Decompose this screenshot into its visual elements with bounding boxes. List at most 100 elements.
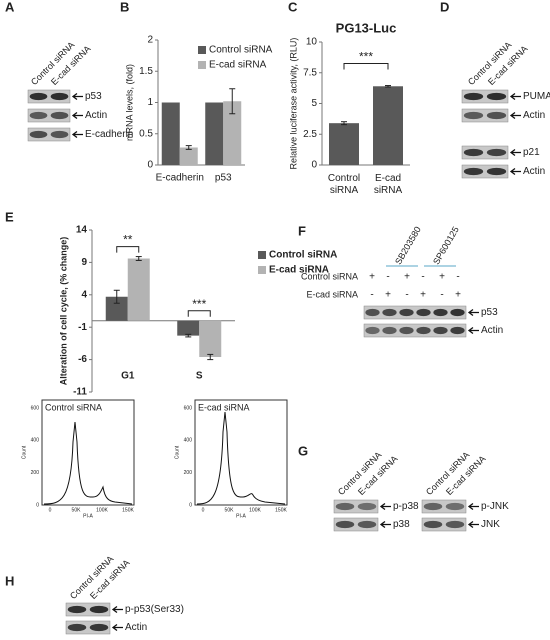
flow-y-tick: 200 (184, 470, 193, 476)
flow-frame (194, 399, 288, 506)
flow-frame (41, 399, 135, 506)
y-tick-label: 1 (147, 97, 153, 108)
y-tick-label: 9 (81, 257, 87, 268)
flow-y-tick: 400 (184, 438, 193, 444)
legend-label: Control siRNA (269, 250, 337, 261)
flow-y-label: Count (21, 445, 27, 459)
band-signal (486, 148, 507, 157)
band-signal (486, 92, 507, 101)
arrow (509, 92, 521, 101)
band-signal (433, 308, 448, 317)
band-signal (445, 520, 465, 529)
flow-x-label: PI-A (236, 513, 246, 519)
y-tick-label: -1 (78, 322, 87, 333)
band-signal (50, 111, 69, 120)
arrow (467, 326, 479, 335)
band-label: p-p38 (393, 501, 419, 512)
panel-label: B (120, 0, 129, 14)
flow-curve (196, 411, 286, 505)
error-bar (135, 256, 142, 261)
arrow (467, 502, 479, 511)
arrow (111, 605, 123, 614)
band-signal (365, 308, 380, 317)
y-tick-label: -6 (78, 354, 87, 365)
band-signal (382, 308, 397, 317)
band-signal (416, 308, 431, 317)
significance-bracket (187, 310, 211, 317)
flow-title: Control siRNA (45, 402, 102, 412)
sign: + (385, 290, 391, 301)
panel-label: E (5, 209, 14, 224)
band-signal (445, 502, 465, 511)
y-tick-label: 0 (147, 160, 153, 171)
sign: - (456, 272, 459, 283)
treatment-label: SP600125 (431, 225, 461, 266)
significance-label: *** (359, 50, 373, 64)
error-bar (185, 333, 192, 338)
flow-y-tick: 600 (31, 405, 40, 411)
y-tick-label: 0.5 (139, 128, 153, 139)
flow-y-tick: 200 (31, 470, 40, 476)
bar (127, 258, 150, 321)
legend-swatch (198, 46, 206, 54)
band-signal (423, 520, 443, 529)
flow-x-tick: 100K (96, 507, 108, 513)
band-signal (29, 92, 48, 101)
band-signal (486, 111, 507, 120)
bar (223, 101, 242, 165)
y-tick-label: 4 (81, 289, 87, 300)
legend-label: Control siRNA (209, 45, 273, 56)
band-signal (67, 605, 87, 614)
arrow (467, 308, 479, 317)
y-tick-label: 7.5 (303, 67, 317, 78)
panel-label: D (440, 0, 449, 14)
flow-x-tick: 150K (275, 507, 287, 513)
band-signal (399, 326, 414, 335)
significance-label: ** (123, 233, 133, 247)
x-tick-label: E-cadherin (156, 173, 204, 184)
panel-label: H (5, 573, 14, 588)
sign: + (369, 272, 375, 283)
y-tick-label: 1.5 (139, 66, 153, 77)
arrow (467, 520, 479, 529)
y-tick-label: 2.5 (303, 129, 317, 140)
flow-x-label: PI-A (83, 513, 93, 519)
bar (205, 102, 224, 165)
band-signal (463, 167, 484, 176)
sign: + (420, 290, 426, 301)
band-label: p-p53(Ser33) (125, 604, 184, 615)
arrow (509, 167, 521, 176)
row-label: E-cad siRNA (306, 289, 358, 299)
legend-swatch (258, 251, 266, 259)
band-label: Actin (125, 622, 147, 633)
band-label: p-JNK (481, 501, 509, 512)
error-bar (185, 145, 192, 150)
band-label: Actin (523, 166, 545, 177)
error-bar (229, 88, 236, 115)
band-signal (416, 326, 431, 335)
panel-label: G (298, 443, 308, 458)
flow-x-tick: 150K (122, 507, 134, 513)
legend-label: E-cad siRNA (209, 60, 267, 71)
sign: - (405, 290, 408, 301)
significance-bracket (116, 246, 140, 253)
band-signal (450, 326, 465, 335)
band-signal (50, 92, 69, 101)
band-label: p53 (85, 91, 102, 102)
flow-y-tick: 0 (189, 502, 192, 508)
panel-label: A (5, 0, 15, 14)
error-bar (341, 121, 347, 126)
arrow (509, 148, 521, 157)
legend-label: E-cad siRNA (269, 265, 329, 276)
y-axis-label: mRNA levels, (fold) (124, 64, 134, 141)
band-signal (50, 130, 69, 139)
band-signal (382, 326, 397, 335)
band-signal (423, 502, 443, 511)
y-tick-label: -11 (73, 387, 87, 398)
band-signal (365, 326, 380, 335)
flow-x-tick: 50K (225, 507, 235, 513)
y-tick-label: 0 (311, 160, 317, 171)
arrow (71, 111, 83, 120)
band-signal (335, 502, 355, 511)
